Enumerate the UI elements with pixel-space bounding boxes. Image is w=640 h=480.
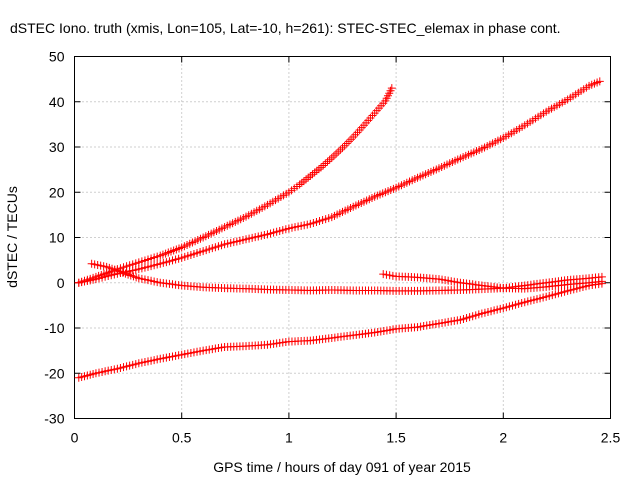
y-axis-label: dSTEC / TECUs — [4, 186, 20, 288]
x-tick-label: 2 — [499, 430, 507, 446]
data-point — [340, 141, 349, 150]
points-layer — [74, 77, 606, 382]
series-2 — [74, 77, 604, 287]
data-point — [344, 137, 353, 146]
data-point — [295, 180, 304, 189]
data-point — [382, 270, 391, 279]
series-1 — [74, 84, 396, 287]
data-point — [388, 271, 397, 280]
data-point — [597, 279, 606, 288]
data-point — [299, 177, 308, 186]
y-tick-label: -10 — [44, 320, 64, 336]
y-tick-label: 50 — [49, 49, 65, 65]
x-tick-label: 0 — [71, 430, 79, 446]
data-point — [317, 163, 326, 172]
y-tick-label: 10 — [49, 230, 65, 246]
data-point — [342, 139, 351, 148]
y-tick-label: 40 — [49, 94, 65, 110]
y-tick-label: -20 — [44, 365, 64, 381]
data-point — [347, 135, 356, 144]
tick-layer: 0 0.5 1 1.5 2 2.5 -30 -20 -10 0 10 20 30 40 50 — [44, 49, 620, 446]
data-point — [334, 147, 343, 156]
series-4 — [379, 270, 606, 293]
x-axis-label: GPS time / hours of day 091 of year 2015 — [213, 459, 471, 475]
x-tick-label: 2.5 — [601, 430, 621, 446]
x-tick-label: 1.5 — [386, 430, 406, 446]
data-point — [385, 271, 394, 280]
data-point — [327, 153, 336, 162]
data-point — [595, 77, 604, 86]
data-point — [332, 149, 341, 158]
data-point — [319, 161, 328, 170]
data-point — [297, 178, 306, 187]
data-point — [314, 165, 323, 174]
data-point — [308, 170, 317, 179]
data-point — [302, 175, 311, 184]
data-point — [379, 270, 388, 279]
data-point — [338, 143, 347, 152]
data-point — [329, 151, 338, 160]
grid-layer — [74, 56, 611, 419]
series-5 — [74, 279, 606, 382]
x-tick-label: 0.5 — [172, 430, 192, 446]
y-tick-label: 30 — [49, 139, 65, 155]
y-tick-label: 20 — [49, 184, 65, 200]
y-tick-label: -30 — [44, 411, 64, 427]
data-point — [323, 157, 332, 166]
y-tick-label: 0 — [57, 275, 65, 291]
data-point — [312, 166, 321, 175]
data-point — [321, 159, 330, 168]
data-point — [310, 168, 319, 177]
data-point — [306, 171, 315, 180]
data-point — [336, 145, 345, 154]
chart-title: dSTEC Iono. truth (xmis, Lon=105, Lat=-1… — [10, 20, 561, 36]
data-point — [325, 155, 334, 164]
data-point — [304, 173, 313, 182]
x-tick-label: 1 — [285, 430, 293, 446]
data-point — [387, 84, 396, 93]
